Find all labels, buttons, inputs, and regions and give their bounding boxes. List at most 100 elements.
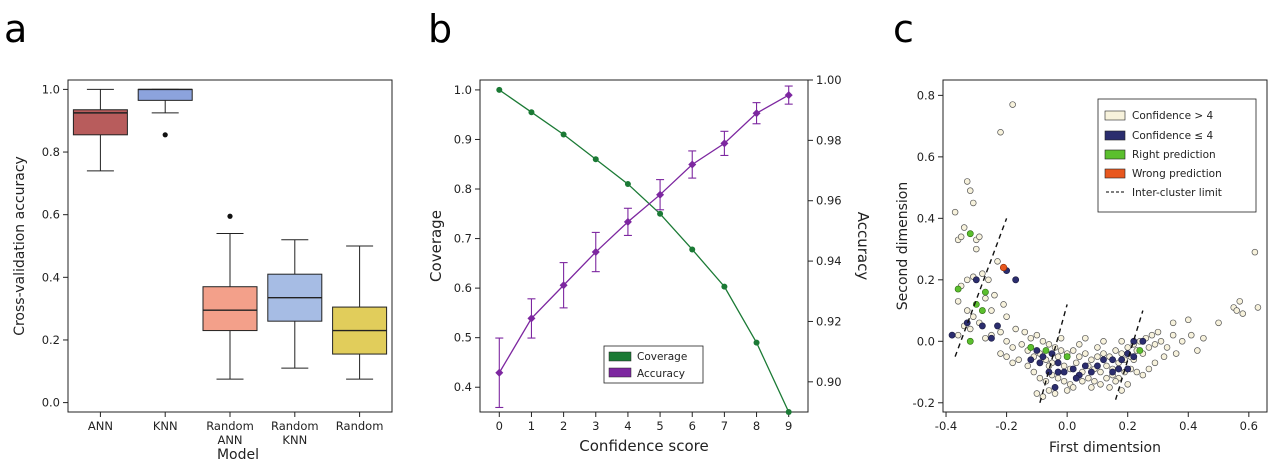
accuracy-point: [495, 368, 504, 377]
legend-swatch-low-confidence: [1104, 130, 1126, 141]
y-tick-label: 0.0: [42, 396, 60, 410]
legend-label-low-confidence: Confidence ≤ 4: [1132, 130, 1214, 142]
point-high-confidence: [1060, 362, 1068, 370]
point-high-confidence: [1172, 350, 1180, 357]
point-high-confidence: [954, 331, 962, 339]
box: [202, 286, 258, 332]
point-high-confidence: [967, 325, 974, 333]
point-high-confidence: [1051, 390, 1059, 397]
point-high-confidence: [1118, 338, 1125, 345]
point-high-confidence: [979, 270, 986, 277]
point-high-confidence: [1079, 378, 1086, 385]
legend-swatch-high-confidence: [1104, 110, 1126, 121]
point-high-confidence: [1160, 353, 1168, 360]
point-low-confidence: [1048, 350, 1056, 357]
point-low-confidence: [988, 334, 995, 342]
point-high-confidence: [1163, 344, 1171, 351]
inter-cluster-limit-line: [1114, 310, 1144, 400]
point-high-confidence: [1018, 341, 1025, 348]
point-high-confidence: [1239, 310, 1247, 317]
point-high-confidence: [1015, 356, 1022, 363]
point-high-confidence: [1094, 344, 1101, 351]
point-right-prediction: [1063, 353, 1071, 361]
legend: Coverage Accuracy: [603, 345, 704, 384]
point-high-confidence: [1057, 334, 1065, 342]
point-high-confidence: [970, 313, 977, 320]
x-tick-label: 0.4: [1179, 419, 1197, 433]
point-high-confidence: [1091, 378, 1098, 385]
point-low-confidence: [1100, 356, 1107, 364]
point-high-confidence: [960, 224, 968, 231]
point-low-confidence: [1045, 368, 1053, 376]
point-high-confidence: [1033, 331, 1041, 339]
point-high-confidence: [997, 328, 1004, 336]
point-right-prediction: [966, 230, 974, 238]
point-high-confidence: [1097, 381, 1104, 388]
coverage-point: [624, 181, 631, 188]
x-tick-label: -0.2: [995, 419, 1017, 433]
point-high-confidence: [1194, 347, 1201, 354]
y-tick-label: 0.4: [42, 270, 60, 284]
x-tick-label: 2: [560, 419, 567, 433]
point-low-confidence: [1130, 353, 1138, 361]
legend-label-accuracy: Accuracy: [637, 368, 685, 380]
point-high-confidence: [1063, 387, 1071, 394]
outlier-point: [162, 132, 168, 138]
y-tick-label-left: 0.6: [454, 281, 472, 295]
point-high-confidence: [973, 245, 980, 253]
point-low-confidence: [1027, 356, 1035, 364]
accuracy-point: [591, 248, 600, 257]
point-low-confidence: [972, 276, 980, 284]
point-high-confidence: [1118, 350, 1125, 357]
point-high-confidence: [991, 291, 998, 299]
point-high-confidence: [1124, 344, 1131, 351]
point-high-confidence: [1076, 353, 1083, 360]
point-high-confidence: [1088, 384, 1095, 391]
box: [72, 109, 128, 136]
coverage-point: [721, 283, 728, 290]
point-wrong-prediction: [999, 263, 1008, 272]
point-high-confidence: [1185, 316, 1192, 324]
point-low-confidence: [1081, 362, 1089, 370]
x-tick-label: 7: [721, 419, 728, 433]
point-high-confidence: [976, 233, 983, 241]
legend-swatch-wrong-prediction: [1104, 168, 1126, 179]
accuracy-point: [527, 314, 536, 323]
inter-cluster-limit-line: [1039, 304, 1068, 403]
accuracy-point: [623, 217, 632, 226]
point-high-confidence: [963, 178, 971, 185]
panel-letter-a: a: [4, 7, 27, 51]
point-high-confidence: [1236, 298, 1243, 305]
y-tick-label: 0.6: [42, 208, 60, 222]
y-axis-label-left: Coverage: [427, 210, 445, 282]
point-high-confidence: [1133, 368, 1141, 376]
y-axis-label: Second dimension: [895, 182, 911, 311]
point-high-confidence: [1151, 359, 1159, 367]
y-tick-label: 1.0: [42, 82, 60, 96]
accuracy-point: [720, 139, 729, 148]
y-tick-label-left: 0.9: [454, 132, 472, 146]
point-high-confidence: [957, 233, 965, 241]
coverage-point: [753, 339, 760, 346]
point-right-prediction: [966, 337, 974, 345]
point-low-confidence: [1109, 368, 1116, 376]
point-high-confidence: [1054, 374, 1062, 382]
point-high-confidence: [1233, 307, 1240, 314]
point-high-confidence: [1100, 350, 1107, 357]
point-high-confidence: [1145, 365, 1153, 373]
legend-label-coverage: Coverage: [637, 351, 687, 363]
point-high-confidence: [1045, 387, 1053, 394]
point-right-prediction: [981, 288, 989, 296]
point-high-confidence: [1060, 378, 1068, 385]
legend-label-inter-cluster-limit: Inter-cluster limit: [1132, 187, 1222, 199]
legend-swatch-accuracy: [608, 367, 632, 378]
y-tick-label: 0.6: [917, 150, 935, 164]
point-high-confidence: [1024, 362, 1032, 370]
legend-label-high-confidence: Confidence > 4: [1132, 110, 1214, 122]
point-high-confidence: [1069, 384, 1077, 391]
point-high-confidence: [963, 307, 971, 314]
point-high-confidence: [1027, 334, 1035, 342]
coverage-point: [689, 246, 696, 253]
point-low-confidence: [1109, 356, 1116, 364]
point-high-confidence: [1148, 331, 1156, 339]
